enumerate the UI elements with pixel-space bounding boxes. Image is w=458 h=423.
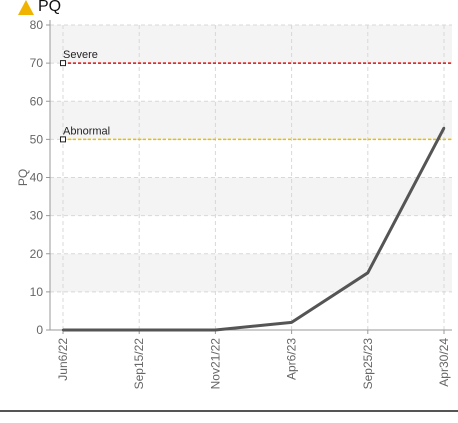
- data-point: [442, 126, 446, 130]
- x-tick-label: Sep15/22: [132, 338, 146, 390]
- y-tick-label: 80: [30, 18, 44, 32]
- x-tick-label: Apr6/23: [285, 338, 299, 380]
- chart-title-text: PQ: [38, 0, 62, 15]
- threshold-label: Severe: [63, 49, 98, 61]
- y-tick-label: 60: [30, 94, 44, 108]
- grid-band: [50, 25, 452, 64]
- y-tick-label: 10: [30, 285, 44, 299]
- footer-divider: [0, 410, 458, 412]
- threshold-label: Abnormal: [63, 125, 110, 137]
- y-tick-label: 40: [30, 171, 44, 185]
- x-tick-label: Nov21/22: [208, 338, 222, 390]
- warning-triangle-icon: [18, 0, 34, 15]
- y-axis-label: PQ: [16, 169, 30, 186]
- grid-band: [50, 101, 452, 140]
- y-tick-label: 0: [36, 323, 43, 337]
- x-tick-label: Sep25/23: [361, 338, 375, 390]
- grid-band: [50, 177, 452, 216]
- pq-line-chart: 0 10 20 30 40 50 60 70 80 PQ Jun6/22 Sep15/22 Nov21/…: [16, 18, 452, 390]
- x-tick-label: Jun6/22: [56, 338, 70, 381]
- threshold-marker: [60, 136, 66, 143]
- y-tick-label: 50: [30, 132, 44, 146]
- data-point: [138, 328, 141, 332]
- threshold-marker: [60, 60, 66, 67]
- x-tick-label: Apr30/24: [437, 338, 451, 387]
- data-point: [61, 328, 65, 332]
- y-tick-label: 70: [30, 56, 44, 70]
- series-line: [63, 127, 446, 332]
- y-tick-label: 20: [30, 247, 44, 261]
- chart-title: PQ: [18, 0, 61, 18]
- data-point: [290, 321, 293, 324]
- y-tick-label: 30: [30, 209, 44, 223]
- grid-band: [50, 253, 452, 292]
- data-point: [366, 271, 369, 275]
- data-point: [214, 328, 217, 332]
